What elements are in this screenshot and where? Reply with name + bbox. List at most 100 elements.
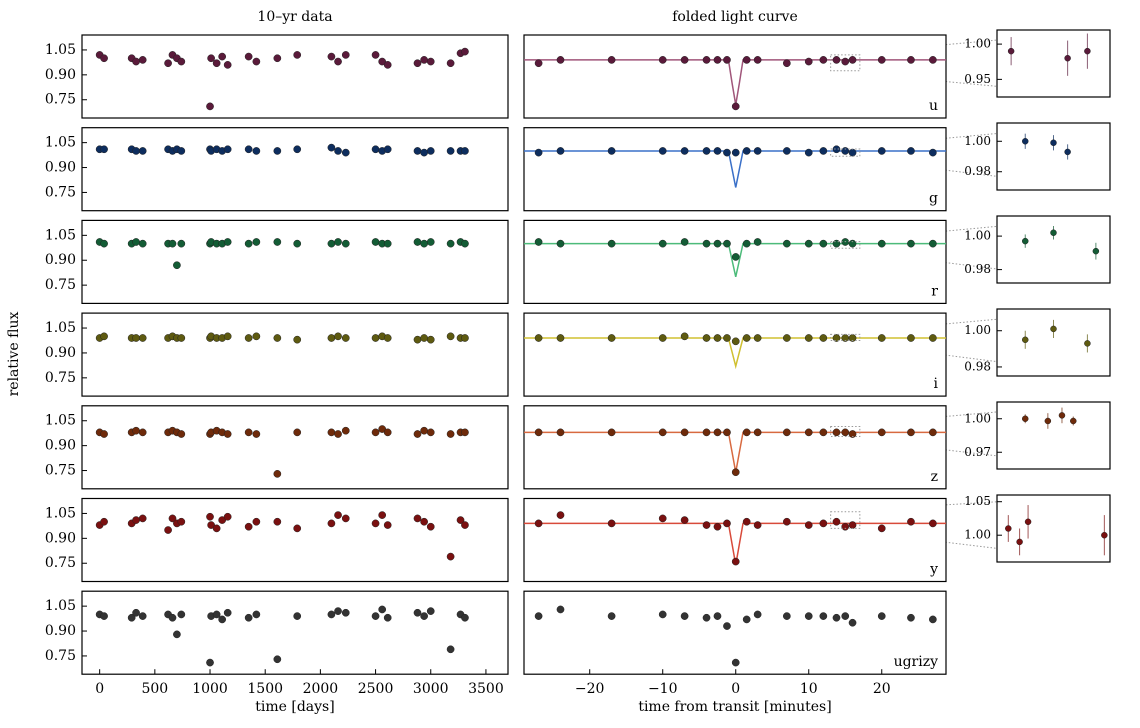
panel: 1.00 0.97: [964, 401, 1111, 470]
data-point: [929, 519, 937, 528]
y-tick-label: 1.00: [964, 323, 991, 337]
y-tick-label: 0.95: [964, 72, 991, 86]
data-point: [446, 552, 455, 561]
panel-frame: [523, 127, 947, 212]
data-point: [658, 239, 667, 248]
data-point: [177, 610, 186, 619]
data-point: [731, 102, 740, 111]
data-point: [731, 148, 740, 157]
x-tick-label: 1500: [247, 681, 283, 697]
data-point: [383, 145, 392, 154]
data-point: [680, 428, 689, 437]
data-point: [1016, 538, 1023, 546]
data-point: [244, 52, 253, 61]
data-point: [138, 334, 147, 342]
data-point: [420, 517, 428, 526]
data-point: [658, 147, 667, 155]
data-point: [731, 557, 740, 566]
data-point: [293, 612, 302, 620]
data-point: [334, 147, 342, 155]
zoom-box: [830, 148, 861, 157]
data-point: [819, 56, 828, 64]
data-point: [244, 613, 253, 622]
data-point: [341, 426, 350, 435]
data-point: [273, 54, 282, 63]
y-tick-label: 0.90: [45, 67, 76, 83]
panel: 1.05 1.00: [964, 494, 1111, 563]
data-point: [534, 148, 543, 157]
data-point: [132, 516, 140, 524]
data-point: [426, 607, 435, 615]
data-point: [753, 147, 762, 155]
data-point: [413, 430, 422, 438]
data-point: [713, 147, 722, 155]
data-point: [929, 239, 937, 248]
data-point: [244, 522, 253, 531]
data-point: [168, 514, 177, 523]
data-point: [420, 56, 428, 64]
data-point: [327, 52, 336, 61]
data-point: [753, 238, 762, 246]
y-tick-label: 0.98: [964, 359, 991, 373]
data-point: [782, 612, 791, 620]
data-point: [273, 470, 282, 478]
y-tick-label: 1.05: [45, 413, 76, 429]
zoom-box: [830, 511, 861, 529]
data-point: [534, 59, 543, 68]
data-point: [207, 54, 215, 63]
data-point: [446, 430, 455, 438]
panel: u folded light curve: [523, 9, 947, 119]
data-point: [723, 239, 731, 248]
data-point: [177, 517, 186, 526]
data-point: [132, 608, 140, 617]
data-point: [273, 655, 282, 664]
data-point: [804, 239, 813, 248]
band-label: ugrizy: [894, 654, 939, 670]
data-point: [293, 145, 302, 154]
data-point: [556, 239, 565, 248]
data-point: [832, 239, 841, 248]
data-point: [173, 261, 181, 270]
data-point: [907, 517, 915, 526]
data-point: [753, 334, 762, 342]
data-point: [223, 238, 232, 246]
data-point: [420, 148, 428, 157]
data-point: [426, 428, 435, 437]
data-point: [702, 521, 711, 529]
data-point: [1007, 47, 1015, 55]
data-point: [658, 610, 667, 619]
data-point: [293, 51, 302, 59]
data-point: [742, 239, 751, 248]
x-axis-label: time [days]: [255, 699, 334, 715]
data-point: [841, 522, 850, 531]
data-point: [1022, 336, 1029, 344]
data-point: [334, 607, 342, 615]
data-point: [177, 147, 186, 155]
panel: 1.00 0.98: [964, 215, 1111, 284]
x-tick-label: 10: [800, 681, 818, 697]
data-point: [173, 630, 181, 639]
y-axis-label: relative flux: [6, 312, 22, 397]
data-point: [383, 61, 392, 69]
data-point: [446, 332, 455, 341]
data-point: [848, 430, 857, 438]
data-point: [819, 147, 828, 155]
data-point: [383, 613, 392, 622]
data-point: [341, 148, 350, 157]
data-point: [244, 334, 253, 342]
data-point: [446, 59, 455, 68]
data-point: [446, 645, 455, 654]
data-point: [1070, 417, 1077, 425]
data-point: [1084, 340, 1091, 347]
data-point: [212, 524, 221, 533]
data-point: [877, 56, 886, 64]
data-point: [723, 148, 731, 157]
panel-frame: [996, 401, 1111, 470]
panel-frame: [523, 312, 947, 397]
data-point: [413, 238, 422, 246]
data-point: [334, 430, 342, 438]
data-point: [426, 238, 435, 246]
data-point: [132, 334, 140, 342]
data-point: [371, 612, 380, 620]
data-point: [742, 147, 751, 155]
